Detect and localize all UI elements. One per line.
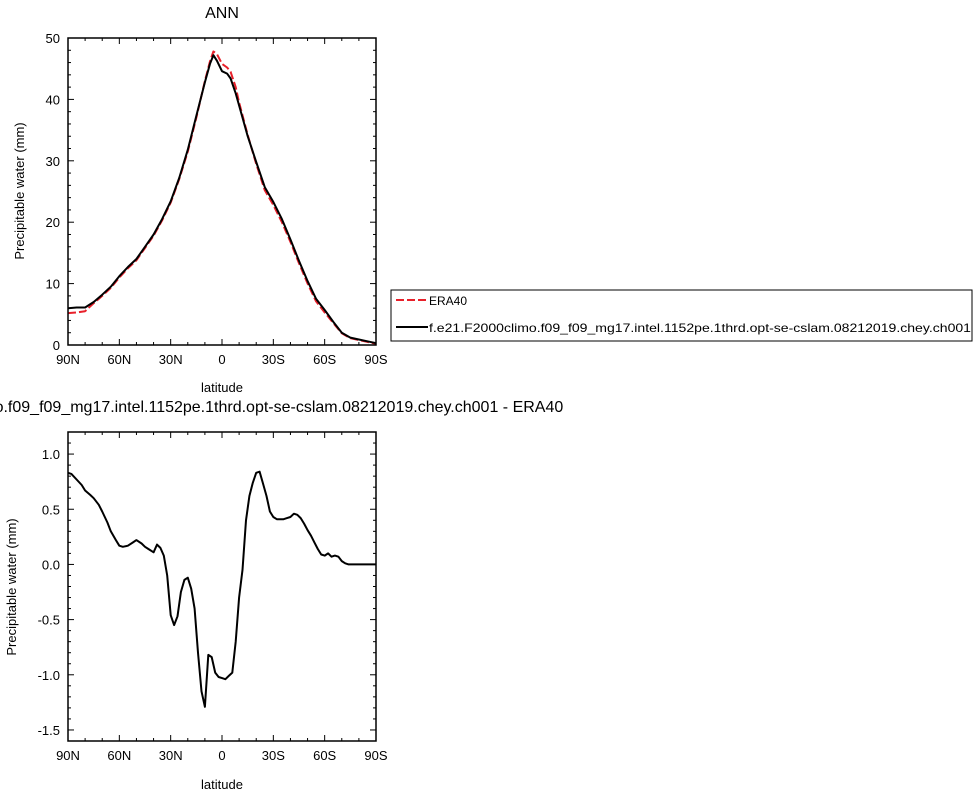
top-y-axis-label: Precipitable water (mm): [12, 122, 27, 259]
bottom-y-tick-label: -1.5: [38, 723, 60, 738]
bottom-x-tick-label: 60N: [107, 748, 131, 763]
bottom-x-tick-label: 60S: [313, 748, 336, 763]
bottom-plot-frame: [67, 431, 377, 742]
top-y-tick-label: 0: [53, 338, 60, 353]
top-series-line-1: [68, 54, 376, 345]
top-x-tick-label: 60N: [107, 352, 131, 367]
top-series-line-0: [68, 50, 376, 345]
bottom-x-axis-label: latitude: [201, 777, 243, 792]
bottom-series-lines: [68, 470, 376, 708]
top-x-tick-label: 90N: [56, 352, 80, 367]
bottom-y-tick-label: 1.0: [42, 447, 60, 462]
bottom-x-tick-label: 90S: [364, 748, 387, 763]
legend-label-model: f.e21.F2000climo.f09_f09_mg17.intel.1152…: [429, 321, 971, 335]
legend-box: [390, 289, 973, 342]
top-y-tick-label: 20: [46, 215, 60, 230]
bottom-x-tick-label: 30N: [159, 748, 183, 763]
bottom-series-line-0: [68, 470, 376, 708]
bottom-x-tick-label: 90N: [56, 748, 80, 763]
top-plot-frame: [67, 37, 377, 346]
top-chart-panel: ANN 90N 60N 30N 0 30S 60S 90S 0 10 20 30 40 50 latit…: [12, 5, 388, 395]
bottom-x-tick-label: 0: [218, 748, 225, 763]
legend: ERA40 f.e21.F2000climo.f09_f09_mg17.inte…: [390, 289, 973, 342]
bottom-y-tick-label: -0.5: [38, 613, 60, 628]
top-chart-title: ANN: [205, 5, 239, 22]
top-y-tick-label: 40: [46, 92, 60, 107]
top-x-tick-label: 90S: [364, 352, 387, 367]
bottom-y-axis-label: Precipitable water (mm): [4, 518, 19, 655]
top-x-tick-label: 60S: [313, 352, 336, 367]
top-y-tick-label: 50: [46, 31, 60, 46]
bottom-chart-panel: f.e21.F2000climo.f09_f09_mg17.intel.1152…: [0, 399, 563, 792]
bottom-axes: 90N 60N 30N 0 30S 60S 90S -1.5 -1.0 -0.5 0.0 0.5 1.0: [38, 431, 388, 763]
bottom-y-tick-label: 0.5: [42, 502, 60, 517]
bottom-y-tick-label: 0.0: [42, 557, 60, 572]
legend-label-era40: ERA40: [429, 294, 467, 308]
top-x-tick-label: 30N: [159, 352, 183, 367]
top-y-tick-label: 30: [46, 154, 60, 169]
top-y-tick-label: 10: [46, 277, 60, 292]
top-x-tick-label: 0: [218, 352, 225, 367]
bottom-x-tick-label: 30S: [262, 748, 285, 763]
top-axes: 90N 60N 30N 0 30S 60S 90S 0 10 20 30 40 50: [46, 31, 388, 367]
top-series-lines: [68, 50, 376, 345]
top-x-tick-label: 30S: [262, 352, 285, 367]
top-x-axis-label: latitude: [201, 380, 243, 395]
bottom-y-tick-label: -1.0: [38, 668, 60, 683]
bottom-chart-title: f.e21.F2000climo.f09_f09_mg17.intel.1152…: [0, 399, 563, 416]
